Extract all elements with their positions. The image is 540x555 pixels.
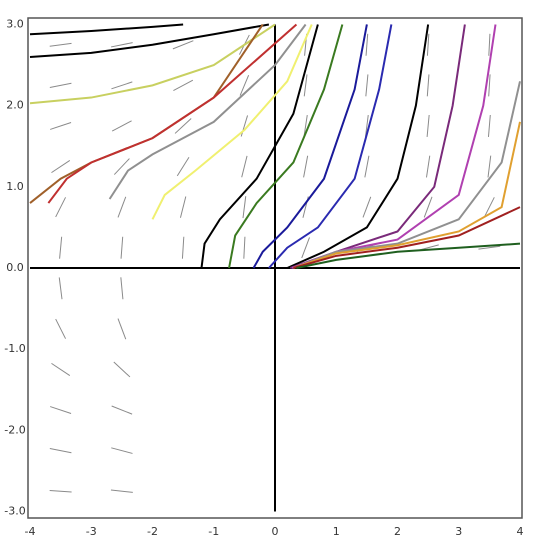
x-tick-label: 0 <box>272 525 279 538</box>
slope-segment <box>242 196 247 219</box>
slope-segment <box>362 196 372 218</box>
y-tick-label: 3.0 <box>6 17 24 30</box>
slope-segment <box>59 236 63 259</box>
slope-segment <box>172 40 194 50</box>
slope-segment <box>365 33 369 56</box>
x-tick-label: -3 <box>86 525 97 538</box>
solution-curve <box>29 23 184 36</box>
y-tick-label: 1.0 <box>6 180 24 193</box>
y-tick-label: -3.0 <box>4 505 25 518</box>
slope-segment <box>49 82 72 89</box>
slope-segment <box>239 75 250 96</box>
slope-segment <box>173 79 194 91</box>
x-tick-label: -2 <box>147 525 158 538</box>
slope-segment <box>49 447 72 454</box>
slope-segment <box>113 158 130 175</box>
y-tick-label: 0.0 <box>6 261 24 274</box>
solution-curve <box>29 23 270 58</box>
slope-segment <box>488 74 491 97</box>
x-tick-label: 4 <box>517 525 524 538</box>
slope-segment <box>303 155 309 178</box>
slope-segment <box>243 236 246 259</box>
slope-segment <box>301 237 310 259</box>
x-tick-label: -4 <box>25 525 36 538</box>
slope-segment <box>426 33 430 56</box>
solution-curve <box>47 23 298 204</box>
slope-segment <box>58 277 63 300</box>
slope-segment <box>364 155 370 178</box>
slope-segment <box>365 74 369 97</box>
x-tick-label: 2 <box>394 525 401 538</box>
slope-segment <box>478 245 501 250</box>
slope-segment <box>181 236 185 259</box>
slope-segment <box>483 197 495 218</box>
slope-segment <box>176 156 190 177</box>
solution-curve <box>29 23 264 204</box>
slope-segment <box>241 155 248 178</box>
slope-segment <box>120 236 124 259</box>
slope-segment <box>111 120 132 132</box>
solution-curve <box>293 81 521 269</box>
slope-segment <box>111 447 133 454</box>
x-tick-label: 3 <box>455 525 462 538</box>
slope-segment <box>120 277 124 300</box>
slope-segment <box>55 318 67 339</box>
slope-segment <box>55 197 67 218</box>
slope-segment <box>365 114 369 137</box>
slope-segment <box>303 74 308 97</box>
slope-segment <box>303 115 308 137</box>
slope-segment <box>117 196 127 218</box>
solution-curve <box>268 24 393 269</box>
slope-segment <box>174 118 192 134</box>
solution-curve <box>296 242 521 269</box>
slope-segment <box>426 114 430 137</box>
solution-curve <box>151 24 313 220</box>
solution-curve <box>228 24 344 269</box>
slope-segment <box>117 318 127 340</box>
slope-segment <box>487 155 492 178</box>
slope-segment <box>113 361 131 378</box>
solution-curve <box>108 23 307 200</box>
x-tick-label: -1 <box>208 525 219 538</box>
slope-segment <box>50 406 72 414</box>
solution-curve <box>286 24 430 269</box>
slope-segment <box>240 115 249 137</box>
slope-segment <box>51 160 71 174</box>
slope-segment <box>51 362 71 376</box>
slope-segment <box>49 489 72 493</box>
x-tick-label: 1 <box>333 525 340 538</box>
solution-curve <box>293 121 521 269</box>
slope-segment <box>111 405 133 415</box>
plot-frame <box>27 17 523 519</box>
solution-curve <box>200 24 319 269</box>
solution-curve <box>289 24 466 269</box>
slope-segment <box>488 33 491 56</box>
slope-segment <box>487 114 491 137</box>
slope-segment <box>425 155 431 178</box>
y-tick-label: 2.0 <box>6 99 24 112</box>
solution-curve <box>252 24 368 269</box>
slope-segment <box>110 42 133 48</box>
slope-segment <box>423 196 433 218</box>
solution-curve <box>293 206 521 269</box>
slope-segment <box>49 42 72 47</box>
solution-curve <box>29 23 276 105</box>
slope-segment <box>179 196 187 218</box>
slope-segment <box>50 122 72 130</box>
solution-curve <box>291 24 497 269</box>
y-tick-label: -2.0 <box>4 423 25 436</box>
slope-segment <box>426 74 430 97</box>
slope-segment <box>110 489 133 493</box>
y-tick-label: -1.0 <box>4 342 25 355</box>
slope-segment <box>111 81 133 90</box>
